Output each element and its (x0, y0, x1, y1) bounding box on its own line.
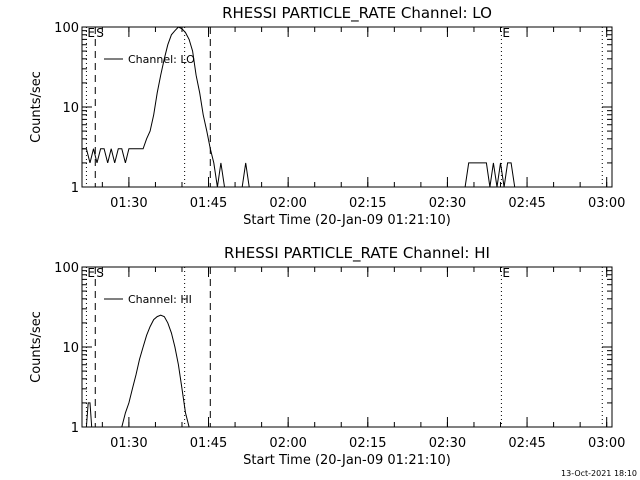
x-tick-label: 02:45 (508, 436, 545, 451)
x-tick-label: 02:15 (349, 436, 386, 451)
x-axis-label: Start Time (20-Jan-09 01:21:10) (243, 213, 451, 228)
event-marker-label: E (87, 266, 95, 280)
y-tick-label: 100 (54, 21, 79, 36)
chart-title: RHESSI PARTICLE_RATE Channel: LO (222, 4, 492, 23)
y-tick-label: 1 (71, 181, 79, 196)
x-tick-label: 02:15 (349, 196, 386, 211)
legend-label: Channel: LO (128, 53, 195, 66)
x-tick-label: 02:45 (508, 196, 545, 211)
legend-label: Channel: HI (128, 293, 192, 306)
panel-lo: RHESSI PARTICLE_RATE Channel: LO 1 10 100 01… (29, 4, 625, 228)
series-line-0 (82, 26, 522, 188)
x-axis-label: Start Time (20-Jan-09 01:21:10) (243, 453, 451, 468)
plot-frame (81, 266, 613, 428)
x-tick-label: 01:45 (190, 196, 227, 211)
event-marker-label: S (96, 266, 104, 280)
x-tick-label: 03:00 (588, 196, 625, 211)
x-tick-label: 03:00 (588, 436, 625, 451)
chart-title: RHESSI PARTICLE_RATE Channel: HI (224, 244, 490, 263)
panel-hi: RHESSI PARTICLE_RATE Channel: HI 1 10 100 01… (29, 244, 625, 468)
event-marker-label: S (96, 26, 104, 40)
x-tick-label: 02:00 (269, 196, 306, 211)
x-tick-label: 01:45 (190, 436, 227, 451)
event-marker-label: E (502, 26, 510, 40)
event-marker-label: E (502, 266, 510, 280)
series-line-0 (85, 314, 190, 428)
y-tick-label: 1 (71, 421, 79, 436)
y-axis-label: Counts/sec (29, 71, 44, 143)
x-tick-label: 02:30 (429, 436, 466, 451)
x-tick-label: 01:30 (110, 436, 147, 451)
y-tick-label: 10 (62, 341, 79, 356)
event-marker-label: E (87, 26, 95, 40)
plot-frame (81, 26, 613, 188)
y-tick-label: 10 (62, 101, 79, 116)
x-tick-label: 02:00 (269, 436, 306, 451)
x-tick-label: 02:30 (429, 196, 466, 211)
y-axis-label: Counts/sec (29, 311, 44, 383)
x-tick-label: 01:30 (110, 196, 147, 211)
y-tick-label: 100 (54, 261, 79, 276)
footer-timestamp: 13-Oct-2021 18:10 (561, 469, 637, 478)
